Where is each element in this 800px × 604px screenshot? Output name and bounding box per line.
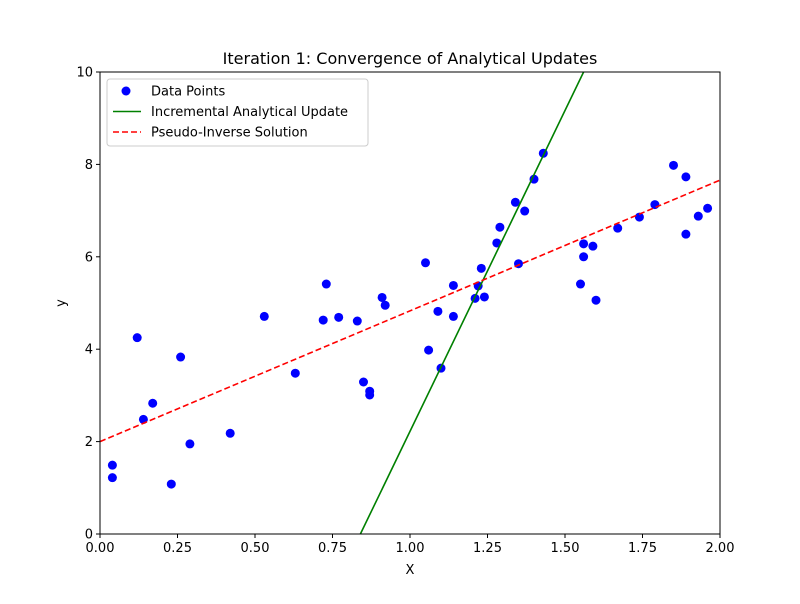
y-tick-label: 8 (85, 158, 93, 173)
data-point (448, 280, 458, 290)
data-point (479, 292, 489, 302)
data-point (359, 377, 368, 387)
y-tick-label: 6 (85, 250, 93, 265)
x-tick-label: 0.50 (241, 541, 270, 556)
data-point (613, 223, 623, 233)
data-point (681, 229, 691, 239)
data-point (424, 345, 434, 355)
x-tick-label: 1.75 (628, 541, 657, 556)
data-point (591, 295, 601, 305)
data-point (148, 398, 158, 408)
x-tick-label: 2.00 (706, 541, 735, 556)
data-point (476, 263, 486, 273)
data-point (510, 197, 520, 207)
data-point (107, 473, 117, 483)
data-point (132, 333, 142, 343)
series-data-points (107, 148, 713, 489)
legend-label: Incremental Analytical Update (151, 105, 348, 120)
data-point (321, 279, 331, 289)
data-point (365, 390, 375, 400)
legend-box (106, 78, 369, 147)
series-pseudo-inverse-solution (100, 179, 720, 443)
data-point (693, 211, 703, 221)
chart-title: Iteration 1: Convergence of Analytical U… (223, 49, 598, 68)
data-point (669, 160, 678, 170)
data-point (318, 315, 328, 325)
data-point (380, 300, 390, 310)
data-point (681, 172, 691, 182)
x-axis-label: X (406, 563, 415, 578)
y-axis: 0 2 4 6 8 10 (76, 66, 100, 543)
data-point (176, 352, 186, 362)
legend-label: Pseudo-Inverse Solution (151, 126, 308, 141)
data-point (634, 212, 644, 222)
legend-item: Data Points (121, 85, 225, 100)
x-tick-label: 0.75 (318, 541, 347, 556)
data-point (166, 479, 176, 489)
x-tick-label: 0.25 (163, 541, 192, 556)
data-point (520, 206, 530, 216)
data-point (579, 252, 589, 262)
y-tick-label: 10 (76, 66, 93, 81)
legend: Data Points Incremental Analytical Update… (106, 78, 369, 147)
legend-label: Data Points (151, 85, 225, 100)
data-point (352, 316, 362, 326)
data-point (495, 222, 505, 232)
y-tick-label: 2 (85, 435, 93, 450)
data-point (579, 239, 589, 249)
data-point (576, 279, 585, 289)
data-point (433, 306, 443, 316)
x-tick-label: 1.00 (396, 541, 425, 556)
legend-item: Pseudo-Inverse Solution (113, 126, 308, 141)
data-point (334, 312, 344, 322)
data-point (107, 460, 117, 470)
series-line (100, 179, 720, 443)
data-point (377, 292, 387, 302)
legend-marker (121, 86, 131, 96)
data-point (703, 203, 713, 213)
data-point (259, 311, 269, 321)
x-axis: 0.00 0.25 0.50 0.75 1.00 1.25 1.50 1.75 2.00 (86, 534, 735, 556)
x-tick-label: 1.25 (473, 541, 502, 556)
data-point (529, 174, 539, 184)
x-tick-label: 0.00 (86, 541, 115, 556)
data-point (650, 200, 660, 210)
y-axis-label: y (54, 299, 69, 307)
data-point (588, 241, 598, 251)
data-point (290, 368, 300, 378)
y-tick-label: 4 (85, 343, 93, 358)
series-line (359, 72, 585, 534)
data-point (448, 311, 458, 321)
legend-item: Incremental Analytical Update (113, 105, 348, 120)
data-point (225, 428, 235, 438)
y-tick-label: 0 (85, 528, 93, 543)
data-point (185, 439, 195, 449)
x-tick-label: 1.50 (551, 541, 580, 556)
series-incremental-analytical-update (359, 72, 585, 534)
plot-area (100, 72, 720, 534)
data-point (421, 258, 430, 268)
